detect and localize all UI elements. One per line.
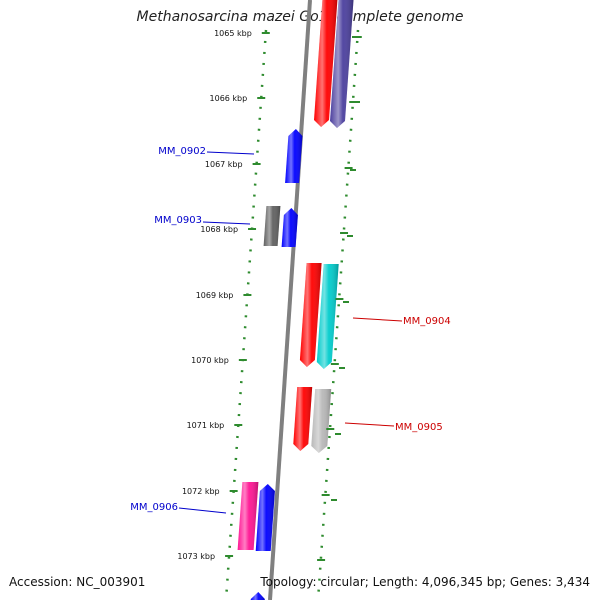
gene-label-leader: [352, 317, 403, 322]
gene-highlight: [330, 0, 354, 128]
scale-tick: 1068 kbp: [200, 225, 349, 234]
backbone: [268, 0, 312, 600]
gene-arrow: [293, 387, 313, 451]
gene-label: MM_0904: [352, 316, 451, 327]
gene-label: MM_0902: [158, 146, 255, 157]
gene-label: MM_0906: [130, 502, 227, 514]
gene-highlight: [281, 208, 298, 247]
gene-arrow: [299, 263, 322, 367]
accession-text: Accession: NC_003901: [9, 575, 146, 589]
gene-label-text: MM_0904: [403, 316, 451, 327]
scale-tick: 1070 kbp: [191, 356, 339, 365]
scale-ticks: 1065 kbp 1066 kbp 1067 kbp 1068 kbp 1069 kbp…: [177, 29, 362, 561]
scale-tick-label: 1067 kbp: [205, 160, 243, 169]
scale-tick-label: 1069 kbp: [196, 291, 234, 300]
gene-label-leader: [206, 151, 255, 155]
gene-label-leader: [344, 422, 395, 427]
gene-arrow: [285, 129, 303, 183]
gene-label-leader: [178, 507, 227, 514]
genome-title: Methanosarcina mazei Go1, complete genom…: [136, 9, 464, 25]
gene-label-text: MM_0906: [130, 502, 178, 513]
gene-arrow: [316, 264, 339, 369]
gene-arrow: [263, 206, 281, 246]
gene-label: MM_0903: [154, 215, 251, 226]
scale-tick-label: 1070 kbp: [191, 356, 229, 365]
gene-arrow: [255, 484, 275, 551]
scale-tick-label: 1065 kbp: [214, 29, 252, 38]
gene-label-leader: [202, 221, 251, 225]
gene-track: [237, 0, 354, 600]
scale-tick: 1073 kbp: [177, 552, 326, 561]
gene-label-text: MM_0902: [158, 146, 206, 157]
scale-tick: 1072 kbp: [182, 487, 330, 496]
scale-tick: 1067 kbp: [205, 160, 353, 169]
backbone-line: [268, 0, 312, 600]
gene-highlight: [285, 129, 303, 183]
gene-arrow: [281, 208, 298, 247]
scale-tick-label: 1066 kbp: [210, 94, 248, 103]
gene-labels: MM_0902 MM_0903 MM_0904 MM_0905 MM_0906: [130, 146, 451, 514]
gene-highlight: [293, 387, 313, 451]
gene-label-text: MM_0903: [154, 215, 202, 226]
scale-tick: 1069 kbp: [196, 291, 344, 300]
gene-label: MM_0905: [344, 422, 443, 433]
gene-arrow: [314, 0, 338, 127]
gene-arrow: [330, 0, 354, 128]
gene-highlight: [263, 206, 281, 246]
gene-arrow: [250, 592, 265, 600]
gene-highlight: [250, 592, 265, 600]
gene-highlight: [255, 484, 275, 551]
scale-tick-label: 1073 kbp: [177, 552, 215, 561]
gene-highlight: [316, 264, 339, 369]
gene-highlight: [314, 0, 338, 127]
scale-tick-label: 1071 kbp: [187, 421, 225, 430]
scale-tick: 1071 kbp: [187, 421, 335, 430]
scale-tick-label: 1072 kbp: [182, 487, 220, 496]
gene-highlight: [237, 482, 259, 550]
gene-highlight: [311, 389, 332, 453]
gene-arrow: [237, 482, 259, 550]
genome-summary-text: Topology: circular; Length: 4,096,345 bp…: [260, 575, 590, 589]
gene-label-text: MM_0905: [395, 422, 443, 433]
gene-highlight: [299, 263, 322, 367]
gene-arrow: [311, 389, 332, 453]
scale-tick-label: 1068 kbp: [200, 225, 238, 234]
